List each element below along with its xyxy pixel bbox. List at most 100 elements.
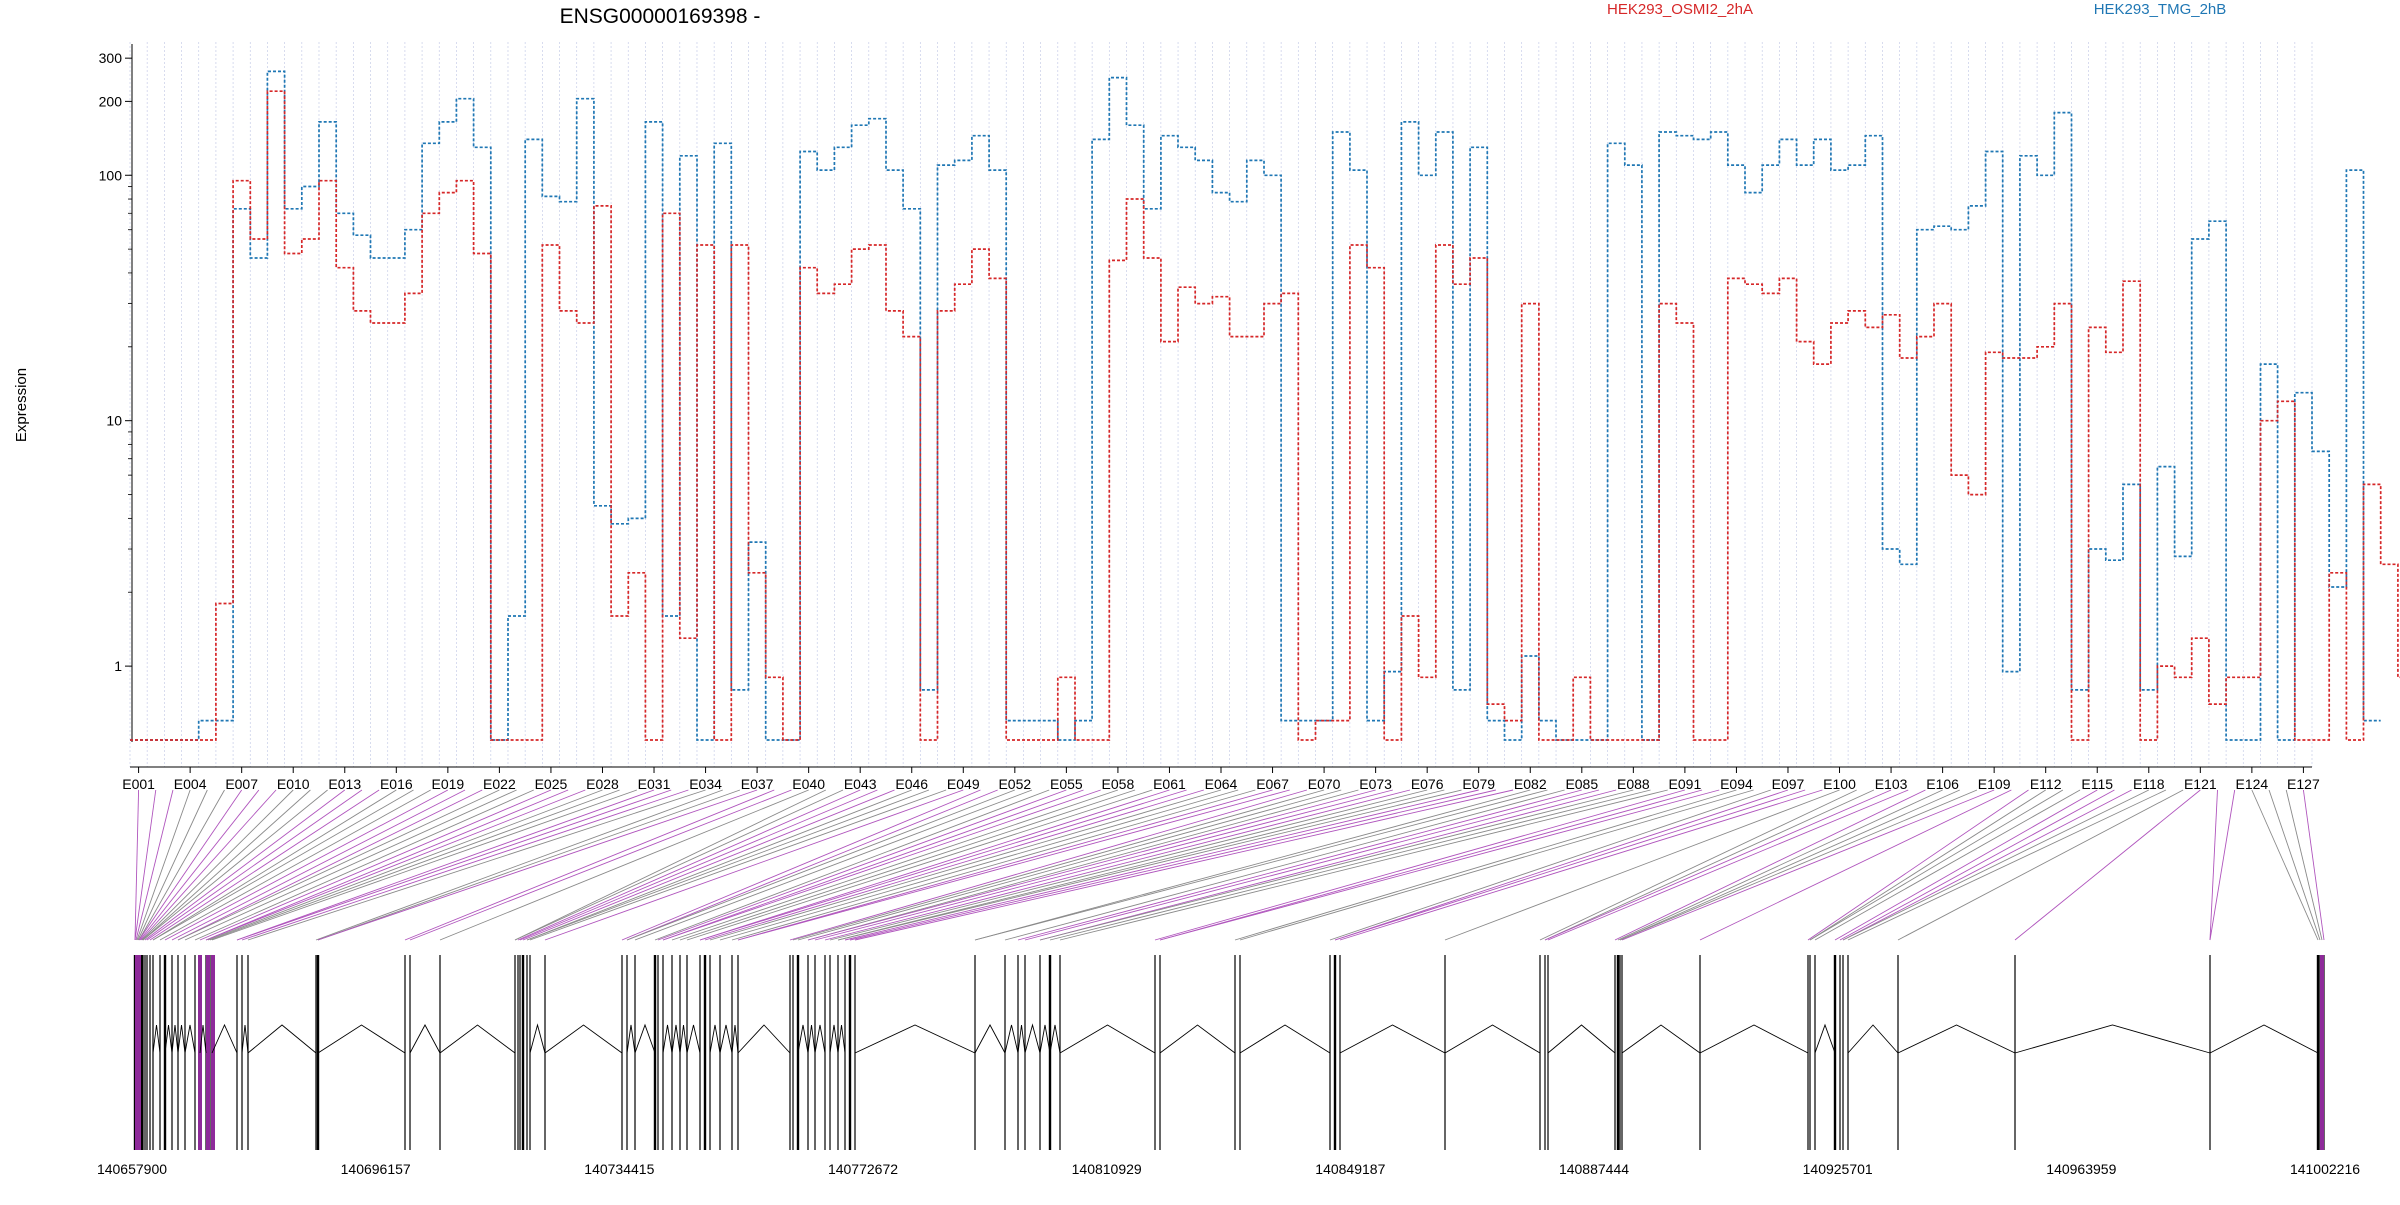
exon-connector xyxy=(621,789,981,941)
exon-connector xyxy=(142,789,311,941)
genome-tick-label: 140696157 xyxy=(341,1161,411,1177)
exon-tick-label: E004 xyxy=(174,776,207,792)
exon-connector xyxy=(1024,789,1600,941)
intron-line xyxy=(529,1023,546,1054)
exon-connector xyxy=(315,789,723,941)
intron-line xyxy=(737,1024,791,1054)
intron-line xyxy=(671,1024,681,1054)
exon-tick-label: E028 xyxy=(586,776,619,792)
legend-entry-osmi2: HEK293_OSMI2_2hA xyxy=(1607,1,1753,18)
exon-connector xyxy=(317,789,758,941)
exon-connector xyxy=(138,789,243,941)
exon-connector xyxy=(236,789,655,941)
exon-connector xyxy=(152,789,397,941)
exon-connector xyxy=(529,789,947,941)
exon-tick-label: E055 xyxy=(1050,776,1083,792)
exon-connector xyxy=(526,789,930,941)
intron-line xyxy=(686,1024,701,1054)
exon-axis: E001 E004 E007 E010 E013 E016 E019 E022 E025 E028… xyxy=(122,766,2320,792)
exon-connector xyxy=(136,789,191,941)
intron-line xyxy=(439,1024,516,1054)
exon-connector xyxy=(974,789,1531,941)
exon-tick-label: E082 xyxy=(1514,776,1547,792)
exon-connector xyxy=(1842,789,2149,941)
exon-connector xyxy=(519,789,878,941)
exon-connector xyxy=(199,789,552,941)
intron-line xyxy=(1017,1024,1026,1054)
exon-tick-label: E019 xyxy=(431,776,464,792)
exon-connector xyxy=(1039,789,1617,941)
exon-connector xyxy=(662,789,1084,941)
exon-connector xyxy=(205,789,569,941)
intron-line xyxy=(709,1024,721,1054)
intron-line xyxy=(317,1024,406,1054)
exon-connector xyxy=(1049,789,1651,941)
intron-line xyxy=(814,1024,826,1054)
exon-connector xyxy=(514,789,844,941)
exon-connector xyxy=(1842,789,2132,941)
exon-connector xyxy=(737,789,1290,941)
exon-connector xyxy=(1839,789,2115,941)
intron-line xyxy=(1897,1024,2016,1054)
exon-connector xyxy=(134,789,157,941)
exon-connector xyxy=(184,789,517,941)
exon-connector xyxy=(171,789,466,941)
exon-connector xyxy=(141,789,294,941)
exon-connector xyxy=(829,789,1428,941)
exon-connector xyxy=(1239,789,1754,941)
genome-tick-label: 140963959 xyxy=(2046,1161,2116,1177)
exon-connector xyxy=(177,789,483,941)
exon-tick-label: E106 xyxy=(1926,776,1959,792)
exon-connector xyxy=(686,789,1153,941)
exon-connector xyxy=(1619,789,1960,941)
exon-connector xyxy=(236,789,672,941)
exon-connector xyxy=(671,789,1119,941)
exon-connector xyxy=(139,789,260,941)
intron-line xyxy=(544,1024,623,1054)
exon-tick-label: E121 xyxy=(2184,776,2217,792)
exon-connector xyxy=(737,789,1273,941)
genome-tick-label: 140887444 xyxy=(1559,1161,1629,1177)
exon-connector xyxy=(177,789,500,941)
exon-connector xyxy=(142,789,328,941)
chart-title: ENSG00000169398 - xyxy=(560,5,761,28)
exon-connector xyxy=(135,789,174,941)
exon-highlight xyxy=(2320,955,2324,1150)
intron-line xyxy=(1847,1024,1899,1054)
genome-tick-label: 140925701 xyxy=(1803,1161,1873,1177)
genome-tick-label: 140810929 xyxy=(1072,1161,1142,1177)
exon-tick-label: E091 xyxy=(1669,776,1702,792)
exon-connector xyxy=(837,789,1445,941)
exon-connector xyxy=(807,789,1359,941)
exon-tick-label: E034 xyxy=(689,776,722,792)
intron-line xyxy=(177,1024,186,1054)
exon-connector xyxy=(1547,789,1909,941)
exon-tick-label: E070 xyxy=(1308,776,1341,792)
exon-tick-label: E085 xyxy=(1565,776,1598,792)
exon-tick-label: E109 xyxy=(1978,776,2011,792)
exon-connector xyxy=(1159,789,1720,941)
exon-connector xyxy=(514,789,827,941)
intron-line xyxy=(1814,1023,1836,1054)
exon-connector xyxy=(1621,789,1995,941)
exon-connector xyxy=(1544,789,1892,941)
exon-tick-label: E112 xyxy=(2030,776,2062,792)
intron-line xyxy=(1059,1024,1156,1054)
exon-highlight xyxy=(211,955,215,1150)
series-line-tmg xyxy=(130,70,2381,741)
intron-line xyxy=(837,1024,846,1054)
exon-highlight xyxy=(137,955,141,1150)
exon-connector xyxy=(699,789,1170,941)
exon-connector xyxy=(662,789,1101,941)
exon-connector xyxy=(152,789,414,941)
genome-coordinate-axis: 140657900 140696157 140734415 140772672 1408… xyxy=(97,1161,2360,1177)
exon-connector xyxy=(807,789,1376,941)
exon-tick-label: E031 xyxy=(638,776,671,792)
exon-connector xyxy=(1699,789,2012,941)
intron-line xyxy=(662,1024,673,1054)
intron-line xyxy=(164,1024,173,1054)
exon-connector xyxy=(404,789,775,941)
exon-connector xyxy=(792,789,1325,941)
exon-connector xyxy=(1897,789,2184,941)
intron-line xyxy=(719,1024,733,1054)
